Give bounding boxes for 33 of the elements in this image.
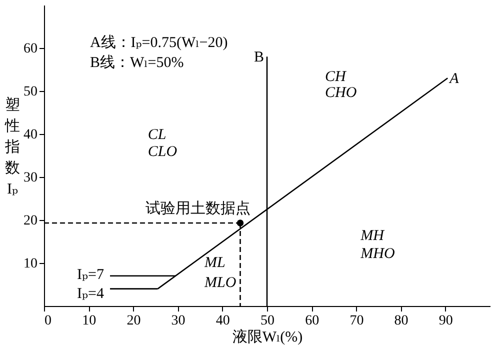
annotation: A线：Iₚ=0.75(Wₗ−20) [90, 34, 228, 51]
x-tick-label: 0 [44, 314, 52, 328]
x-tick-label: 90 [438, 314, 453, 328]
y-tick-label: 60 [24, 42, 38, 56]
annotation: MLO [204, 274, 236, 291]
series-label: 试验用土数据点 [146, 200, 251, 218]
annotation: B线：Wₗ=50% [90, 54, 184, 72]
x-axis-title: 液限Wₗ(%) [232, 328, 303, 346]
annotation: CH [324, 68, 347, 85]
y-tick-label: 50 [24, 84, 38, 100]
series-label: B [254, 50, 264, 66]
x-tick-label: 30 [171, 314, 186, 328]
x-tick-label: 10 [82, 314, 96, 328]
x-tick-label: 20 [126, 314, 141, 328]
annotation: CLO [148, 144, 178, 160]
series-label: A [448, 71, 460, 88]
annotation: CHO [324, 84, 357, 101]
annotation: MH [360, 228, 386, 244]
x-tick-label: 40 [216, 314, 230, 328]
y-tick-label: 20 [24, 214, 38, 228]
x-tick-label: 80 [394, 314, 408, 328]
y-tick-label: 30 [24, 170, 38, 186]
y-tick-label: 40 [24, 128, 38, 142]
series-label: Iₚ=4 [77, 286, 105, 302]
x-tick-label: 50 [260, 314, 274, 328]
x-tick-label: 60 [305, 314, 320, 328]
x-tick-label: 70 [350, 314, 364, 328]
annotation: CL [148, 127, 166, 143]
annotation: ML [204, 255, 226, 272]
annotation: MHO [360, 246, 395, 262]
y-tick-label: 10 [24, 256, 38, 272]
series-label: Iₚ=7 [77, 266, 105, 283]
y-axis-title: 塑性指数Iₚ [4, 96, 20, 198]
